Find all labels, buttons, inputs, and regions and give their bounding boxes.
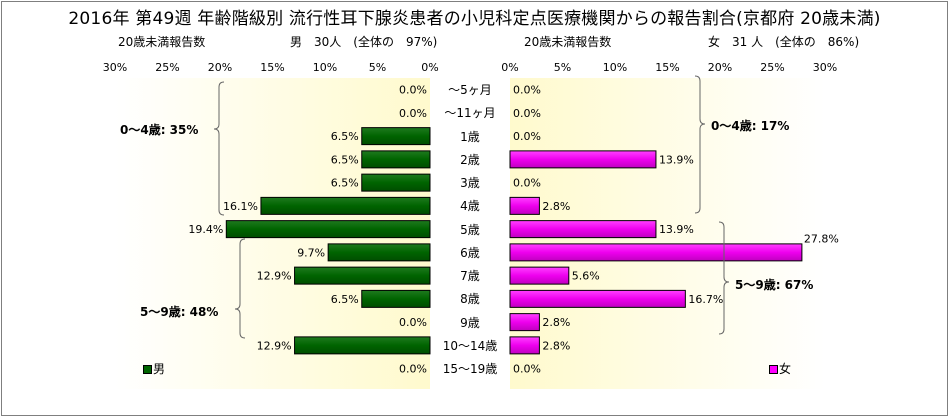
male-value-label: 16.1%: [223, 200, 258, 213]
female-value-label: 0.0%: [513, 177, 541, 190]
male-legend-label: 男: [153, 362, 166, 376]
female-bar: [509, 243, 803, 262]
group-brace: [694, 75, 706, 214]
male-group2-label: 5～9歳: 48%: [140, 305, 219, 319]
male-value-label: 0.0%: [399, 363, 427, 376]
male-axis-tick: 25%: [155, 61, 179, 74]
male-legend: 男: [143, 360, 165, 377]
age-category-label: 9歳: [460, 315, 480, 330]
group-brace: [213, 81, 225, 216]
male-bar: [294, 336, 431, 355]
male-bar: [361, 289, 431, 308]
age-category-label: ～5ヶ月: [448, 83, 492, 97]
female-bar: [509, 266, 570, 285]
male-group1-label: 0～4歳: 35%: [120, 123, 199, 137]
age-category-label: 15～19歳: [442, 362, 498, 376]
male-axis-tick: 15%: [260, 61, 284, 74]
age-category-label: 4歳: [460, 199, 480, 214]
female-axis-tick: 10%: [603, 61, 627, 74]
female-value-label: 27.8%: [804, 232, 839, 245]
male-axis-tick: 5%: [369, 61, 386, 74]
female-axis-tick: 30%: [813, 61, 837, 74]
male-legend-swatch: [143, 365, 152, 374]
female-legend-swatch: [769, 365, 778, 374]
female-bar: [509, 196, 540, 215]
age-category-label: 3歳: [460, 176, 480, 190]
female-bar: [509, 150, 657, 169]
female-value-label: 0.0%: [513, 84, 541, 97]
female-value-label: 2.8%: [542, 316, 570, 329]
chart-title: 2016年 第49週 年齢階級別 流行性耳下腺炎患者の小児科定点医療機関からの報…: [68, 9, 881, 29]
group-brace: [718, 221, 730, 335]
female-legend-label: 女: [779, 362, 792, 376]
female-subtitle-total-text: 女 31 人 (全体の 86%): [708, 35, 860, 49]
male-value-label: 6.5%: [331, 130, 359, 143]
female-bar: [509, 336, 540, 355]
female-value-label: 16.7%: [688, 293, 723, 306]
age-category-label: 1歳: [460, 129, 480, 144]
male-value-label: 0.0%: [399, 107, 427, 120]
male-bar: [225, 220, 431, 239]
male-value-label: 12.9%: [257, 270, 292, 283]
female-axis-tick: 5%: [554, 61, 571, 74]
age-category-label: 8歳: [460, 292, 480, 307]
female-subtitle-total: 女 31 人 (全体の 86%): [708, 33, 859, 50]
female-value-label: 2.8%: [542, 339, 570, 352]
female-legend: 女: [769, 360, 791, 377]
age-category-label: 6歳: [460, 245, 480, 260]
age-category-label: 2歳: [460, 152, 480, 167]
female-value-label: 0.0%: [513, 107, 541, 120]
axis-ticks-layer: 30% 25% 20% 15% 10% 5% 0% 0% 5% 10% 15% 20% 25% 30%: [103, 61, 837, 74]
age-category-label: 10～14歳: [442, 338, 498, 353]
age-category-label: 7歳: [460, 269, 480, 283]
female-axis-tick: 20%: [708, 61, 732, 74]
male-bar: [361, 173, 431, 192]
age-category-label: ～11ヶ月: [444, 106, 496, 121]
age-category-labels: ～5ヶ月 ～11ヶ月 1歳 2歳 3歳 4歳 5歳 6歳 7歳 8歳 9歳 10～14歳 15～19歳: [430, 78, 510, 389]
female-axis-tick: 25%: [760, 61, 784, 74]
male-subtitle-count-label: 20歳未満報告数: [118, 35, 206, 49]
female-value-label: 13.9%: [659, 153, 694, 166]
female-group1-label: 0～4歳: 17%: [711, 119, 790, 133]
male-value-label: 6.5%: [331, 153, 359, 166]
female-value-label: 0.0%: [513, 363, 541, 376]
male-value-label: 0.0%: [399, 84, 427, 97]
male-bar: [260, 196, 431, 215]
bars-layer: 0.0% 0.0% 0.0% 0.0% 6.5% 0.0% 6.5% 13.9% 6.5% 0.0…: [188, 84, 839, 376]
male-axis-tick: 10%: [313, 61, 337, 74]
female-bar: [509, 220, 657, 239]
female-axis-tick: 15%: [655, 61, 679, 74]
male-bar: [361, 127, 431, 146]
male-axis-tick: 20%: [208, 61, 232, 74]
female-bar: [509, 313, 540, 332]
female-value-label: 0.0%: [513, 130, 541, 143]
female-bar: [509, 289, 686, 308]
male-value-label: 12.9%: [257, 339, 292, 352]
male-subtitle-total: 男 30人 (全体の 97%): [290, 33, 437, 50]
male-value-label: 0.0%: [399, 316, 427, 329]
female-group2-label: 5～9歳: 67%: [735, 278, 814, 292]
male-bar: [294, 266, 431, 285]
female-subtitle-count-label: 20歳未満報告数: [524, 35, 612, 49]
male-value-label: 9.7%: [297, 246, 325, 259]
braces-layer: [213, 75, 730, 339]
female-axis-tick: 0%: [501, 61, 518, 74]
male-axis-tick: 0%: [421, 61, 438, 74]
female-value-label: 13.9%: [659, 223, 694, 236]
female-value-label: 2.8%: [542, 200, 570, 213]
male-value-label: 19.4%: [188, 223, 223, 236]
male-bar: [327, 243, 431, 262]
group-brace: [234, 238, 246, 339]
male-subtitle-total-text: 男 30人 (全体の 97%): [290, 35, 438, 49]
male-value-label: 6.5%: [331, 177, 359, 190]
male-value-label: 6.5%: [331, 293, 359, 306]
male-axis-tick: 30%: [103, 61, 127, 74]
age-category-label: 5歳: [460, 222, 480, 237]
female-value-label: 5.6%: [572, 270, 600, 283]
male-bar: [361, 150, 431, 169]
